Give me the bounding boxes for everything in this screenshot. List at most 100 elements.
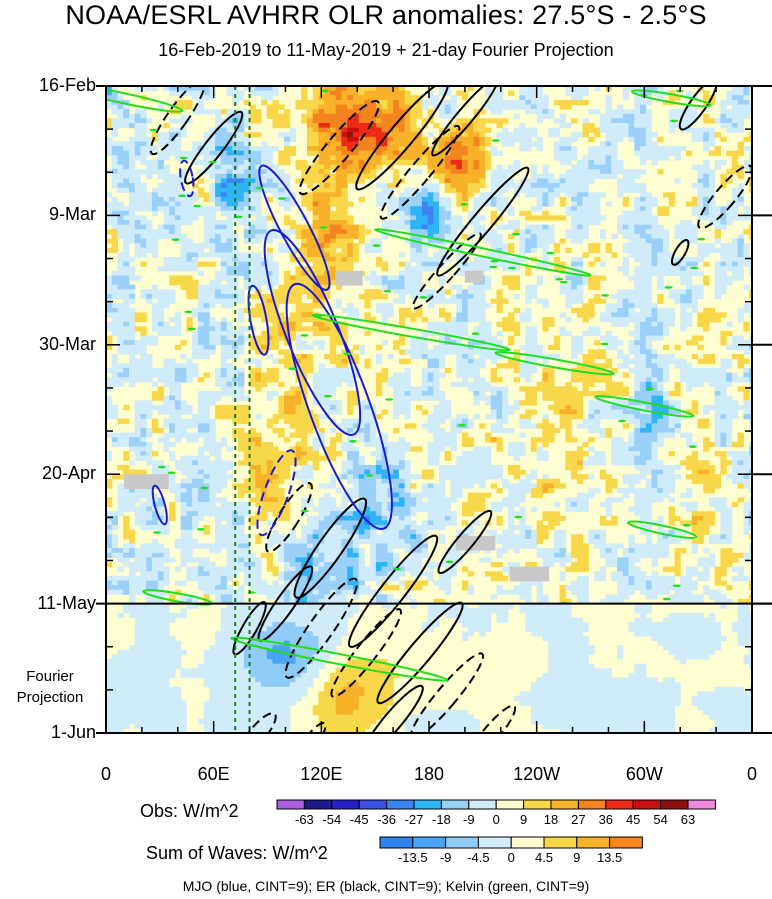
y-tick-label: 20-Apr: [41, 463, 96, 484]
kelvin-contour: [171, 238, 180, 241]
kelvin-contour: [662, 597, 671, 601]
kelvin-contour: [311, 313, 511, 352]
kelvin-contour: [419, 296, 428, 299]
er-contour: [411, 232, 482, 310]
kelvin-contour: [374, 228, 592, 277]
kelvin-contour: [508, 266, 516, 270]
er-contour: [293, 497, 368, 599]
kelvin-contour: [697, 237, 706, 241]
x-tick-label: 180: [413, 764, 445, 784]
colorbar-swatch: [660, 799, 689, 810]
chart-title: NOAA/ESRL AVHRR OLR anomalies: 27.5°S - …: [65, 0, 707, 30]
colorbar-tick-label: 18: [543, 812, 559, 827]
er-contour: [284, 577, 359, 679]
mjo-contour: [179, 159, 195, 198]
kelvin-contour: [618, 419, 627, 423]
colorbar-swatch: [276, 799, 305, 810]
colorbar-swatch: [413, 799, 442, 810]
obs-colorbar-label: Obs: W/m^2: [140, 801, 239, 821]
colorbar-swatch: [543, 836, 578, 849]
er-contour: [149, 86, 206, 156]
kelvin-contour: [594, 395, 695, 418]
kelvin-contour: [688, 445, 697, 449]
colorbar-swatch: [632, 799, 662, 810]
colorbar-tick-label: -9: [439, 850, 452, 865]
kelvin-contour: [512, 232, 520, 236]
kelvin-contour: [670, 119, 678, 123]
colorbar-swatch: [609, 836, 643, 849]
y-tick-label: 11-May: [37, 592, 96, 613]
colorbar-tick-label: -63: [294, 812, 314, 827]
kelvin-contour: [187, 327, 196, 331]
kelvin-contour: [178, 194, 186, 198]
er-contour: [379, 124, 461, 220]
x-tick-label: 60W: [625, 764, 663, 784]
kelvin-contour: [300, 334, 309, 337]
mjo-contour: [256, 449, 297, 537]
kelvin-contour: [157, 465, 166, 469]
kelvin-contour: [690, 266, 699, 270]
projection-label-line2: Projection: [16, 689, 84, 706]
kelvin-contour: [179, 156, 188, 160]
kelvin-contour: [639, 94, 648, 97]
kelvin-contour: [445, 560, 454, 564]
er-contour: [678, 86, 718, 131]
y-tick-label: 1-Jun: [50, 722, 96, 742]
colorbar-tick-label: -4.5: [467, 850, 490, 865]
x-tick-label: 0: [746, 764, 758, 784]
colorbar-swatch: [468, 799, 497, 810]
colorbar-tick-label: 9: [573, 850, 581, 865]
kelvin-contour: [200, 486, 209, 490]
kelvin-contour: [319, 226, 328, 229]
kelvin-contour: [491, 139, 500, 142]
kelvin-contour: [167, 471, 176, 475]
kelvin-contour: [208, 160, 217, 164]
colorbar-swatch: [386, 799, 415, 810]
x-tick-label: 120E: [300, 764, 343, 784]
colorbar-swatch: [358, 799, 388, 810]
kelvin-contour: [153, 531, 161, 534]
colorbar-tick-label: -27: [404, 812, 424, 827]
kelvin-contour: [559, 280, 568, 284]
kelvin-contour: [490, 259, 499, 263]
plot-frame: [96, 85, 772, 734]
kelvin-contour: [234, 215, 243, 219]
er-contour: [697, 164, 752, 230]
y-tick-label: 16-Feb: [38, 75, 96, 95]
kelvin-contour: [372, 244, 381, 247]
mjo-contour: [247, 284, 270, 356]
chart-subtitle: 16-Feb-2019 to 11-May-2019 + 21-day Four…: [158, 40, 614, 60]
colorbar-swatch: [510, 836, 545, 849]
colorbar-swatch: [577, 799, 607, 810]
colorbar-tick-label: 36: [598, 812, 614, 827]
kelvin-contour: [392, 567, 401, 571]
er-contour: [355, 86, 450, 191]
er-contour: [409, 652, 485, 733]
er-contour: [330, 608, 402, 698]
kelvin-contour: [230, 636, 449, 682]
kelvin-contour: [672, 584, 681, 588]
kelvin-contour: [321, 89, 330, 93]
er-contour: [670, 239, 690, 266]
er-contour: [467, 704, 517, 733]
colorbar-tick-label: -9: [463, 812, 475, 827]
colorbars: [276, 799, 716, 849]
colorbar-tick-label: -18: [431, 812, 451, 827]
colorbar-tick-label: 63: [680, 812, 696, 827]
kelvin-contour: [365, 474, 374, 477]
er-contour: [347, 534, 439, 648]
projection-label: Fourier Projection: [2, 666, 98, 708]
colorbar-swatch: [445, 836, 479, 849]
kelvin-contour: [383, 289, 392, 293]
kelvin-contour: [277, 197, 286, 200]
colorbar-swatch: [331, 799, 360, 810]
kelvin-contour: [149, 128, 158, 132]
kelvin-contour: [664, 286, 673, 289]
er-contour: [184, 110, 244, 185]
er-contour: [437, 509, 493, 575]
kelvin-contour: [546, 251, 555, 255]
colorbar-swatch: [576, 836, 611, 849]
kelvin-contour: [255, 186, 264, 190]
colorbar-tick-label: -36: [377, 812, 396, 827]
